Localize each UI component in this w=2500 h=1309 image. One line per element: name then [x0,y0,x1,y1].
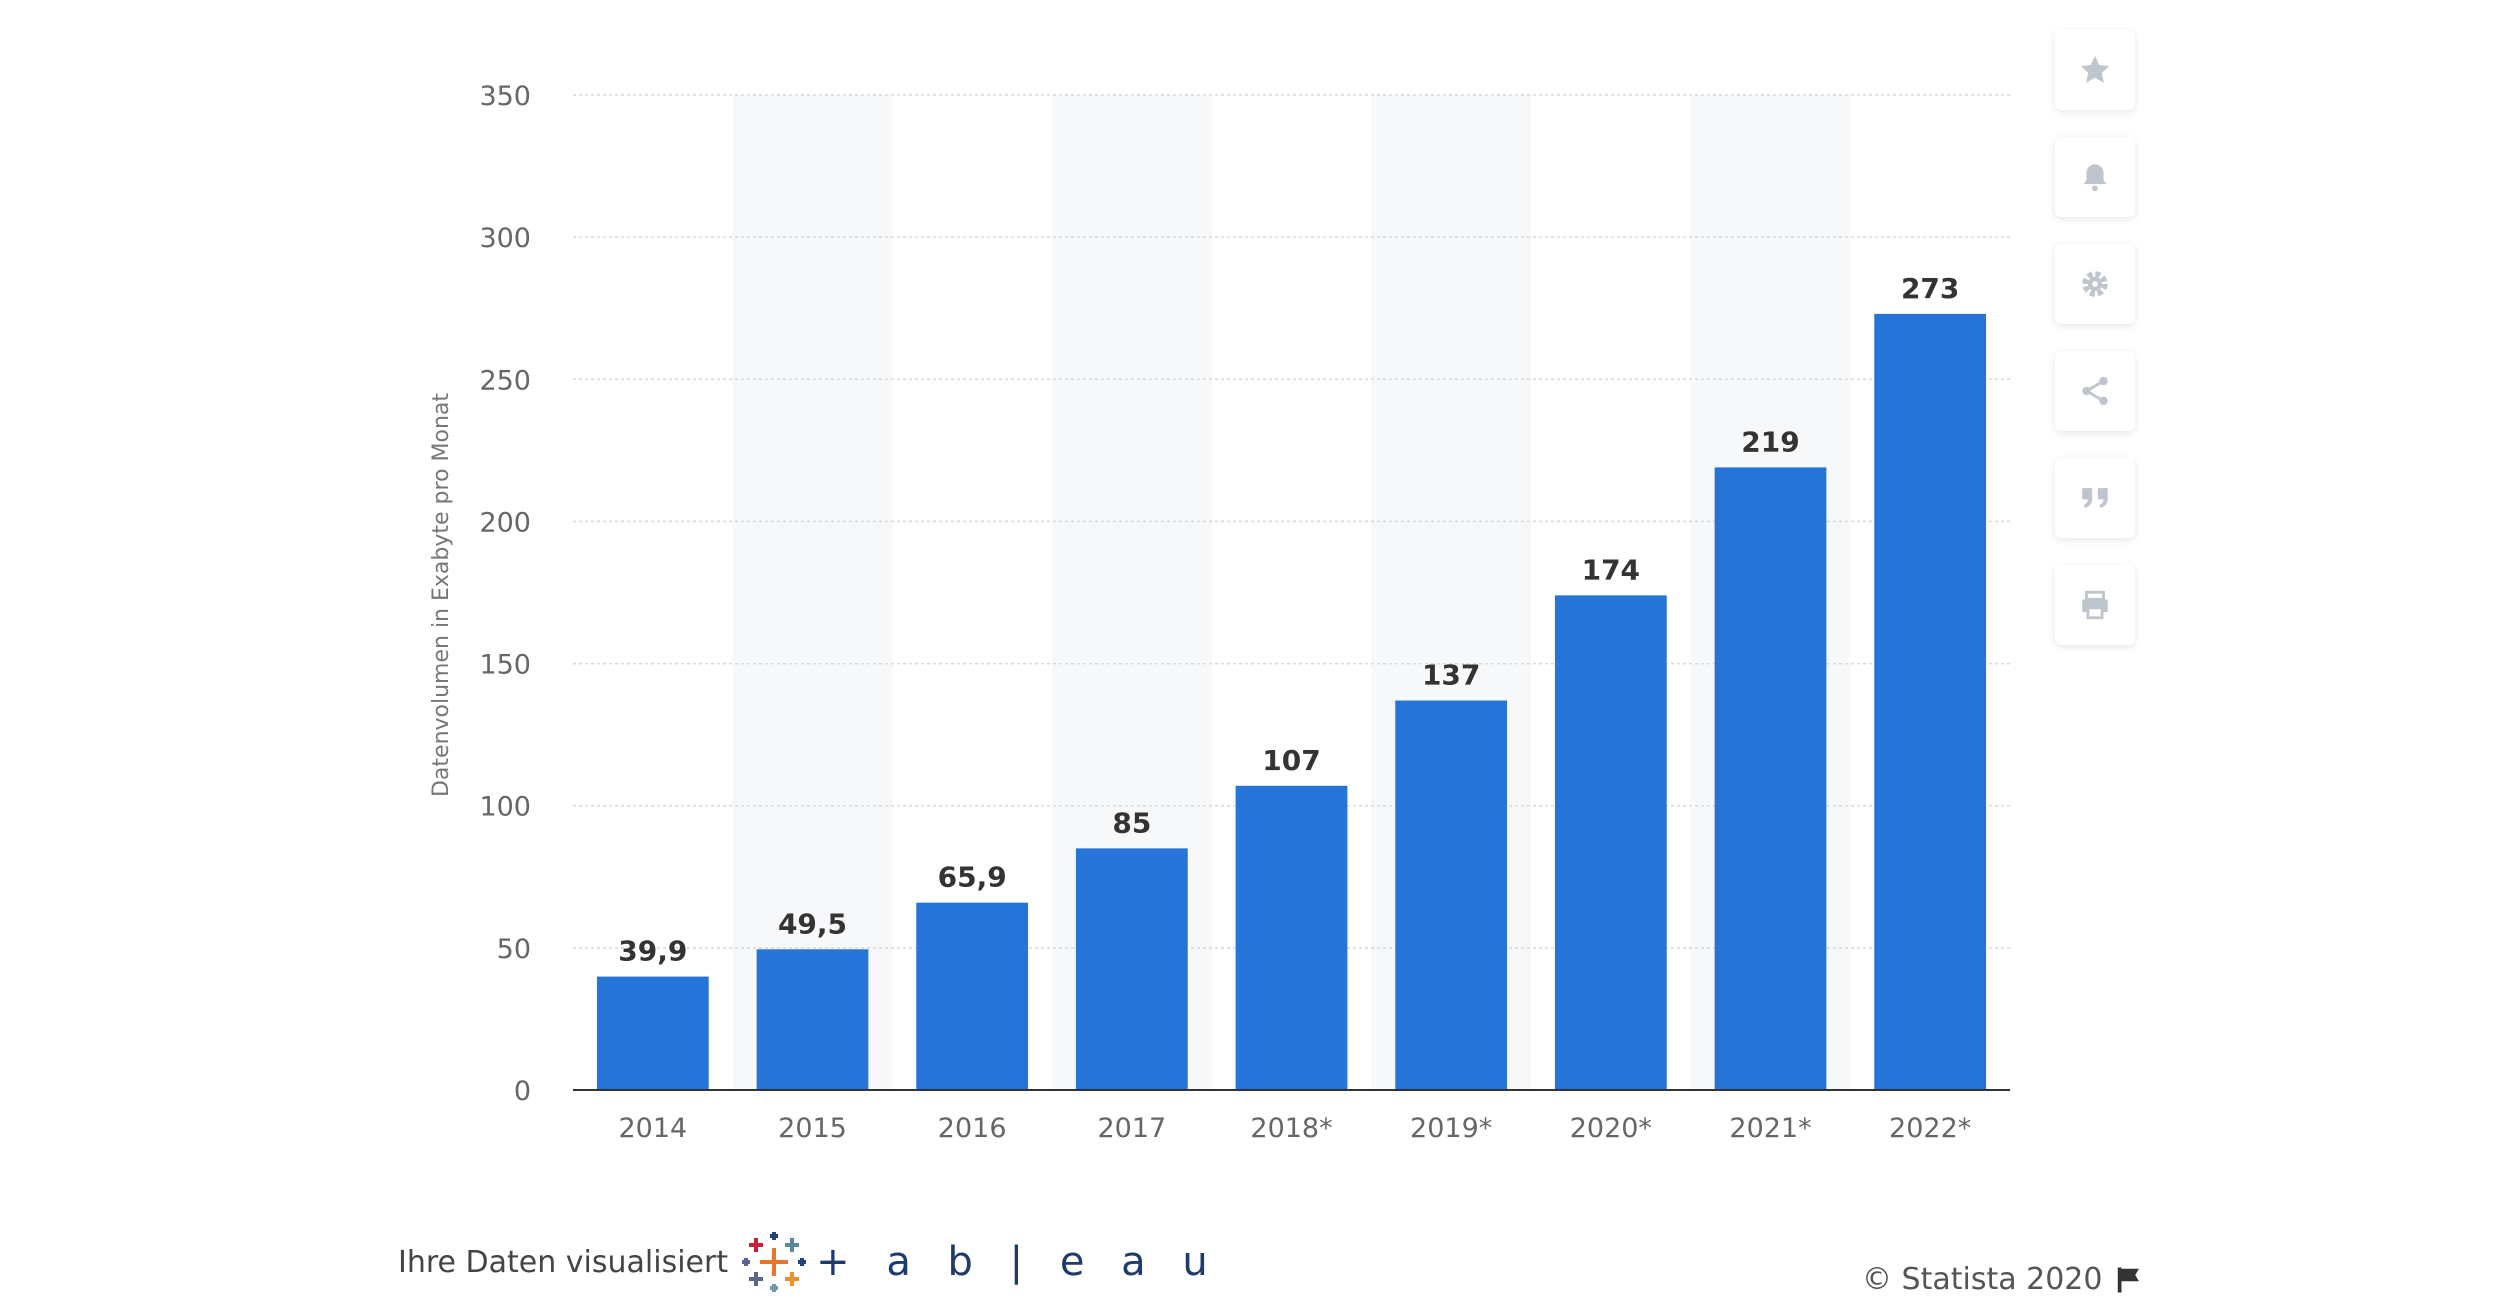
bar-2016[interactable] [916,902,1029,1090]
value-label: 174 [1582,553,1640,586]
quote-icon [2082,488,2108,508]
alert-button[interactable] [2055,137,2135,217]
value-label: 273 [1901,272,1959,305]
x-tick-label: 2017 [1097,1113,1166,1144]
share-icon [2082,376,2108,406]
star-icon [2080,55,2110,83]
y-tick-label: 0 [514,1076,531,1107]
bar-2022[interactable] [1874,313,1987,1090]
share-button[interactable] [2055,351,2135,431]
value-labels: 39,9 49,5 65,9 85 107 137 174 219 273 [618,272,1959,968]
value-label: 137 [1422,659,1480,692]
x-tick-label: 2016 [938,1113,1007,1144]
bell-icon [2083,164,2107,192]
x-tick-label: 2014 [618,1113,687,1144]
y-axis-title: Datenvolumen in Exabyte pro Monat [429,393,454,797]
bar-2018[interactable] [1235,785,1348,1090]
bar-2021[interactable] [1714,467,1827,1090]
value-label: 219 [1741,425,1799,458]
gear-icon [2082,271,2108,297]
value-label: 85 [1112,806,1151,839]
value-label: 49,5 [778,907,847,940]
cite-button[interactable] [2055,458,2135,538]
tableau-credit[interactable]: Ihre Daten visualisiert + a b | e a u [398,1230,1220,1294]
x-tick-label: 2015 [778,1113,847,1144]
y-tick-label: 250 [479,365,531,396]
flag-icon[interactable] [2114,1265,2144,1295]
chart-toolbar [2055,30,2135,672]
x-tick-label: 2022* [1889,1113,1971,1144]
x-tick-label: 2020* [1570,1113,1652,1144]
y-tick-label: 200 [479,507,531,538]
y-tick-label: 100 [479,792,531,823]
bars [596,313,1987,1090]
tableau-wordmark: + a b | e a u [816,1239,1220,1285]
copyright-notice: © Statista 2020 [1862,1262,2144,1297]
favorite-button[interactable] [2055,30,2135,110]
bar-2017[interactable] [1075,848,1188,1090]
x-tick-label: 2019* [1410,1113,1492,1144]
bar-2019[interactable] [1395,700,1508,1090]
column-band [732,95,893,1090]
y-tick-label: 50 [497,934,531,965]
print-icon [2082,590,2108,620]
visualized-label: Ihre Daten visualisiert [398,1244,729,1280]
bar-2015[interactable] [756,949,869,1090]
bar-2014[interactable] [596,976,709,1090]
value-label: 107 [1262,744,1320,777]
x-tick-label: 2018* [1250,1113,1332,1144]
value-label: 65,9 [938,861,1007,894]
y-axis-ticks: 0 50 100 150 200 250 300 350 [479,81,531,1107]
print-button[interactable] [2055,565,2135,645]
y-tick-label: 350 [479,81,531,112]
x-tick-label: 2021* [1729,1113,1811,1144]
bar-2020[interactable] [1554,595,1667,1090]
value-label: 39,9 [618,935,687,968]
tableau-logo-icon [742,1232,807,1292]
settings-button[interactable] [2055,244,2135,324]
y-tick-label: 150 [479,650,531,681]
x-axis-ticks: 2014 2015 2016 2017 2018* 2019* 2020* 2021* 2022… [618,1113,1971,1144]
copyright-text[interactable]: © Statista 2020 [1862,1262,2103,1297]
y-tick-label: 300 [479,223,531,254]
